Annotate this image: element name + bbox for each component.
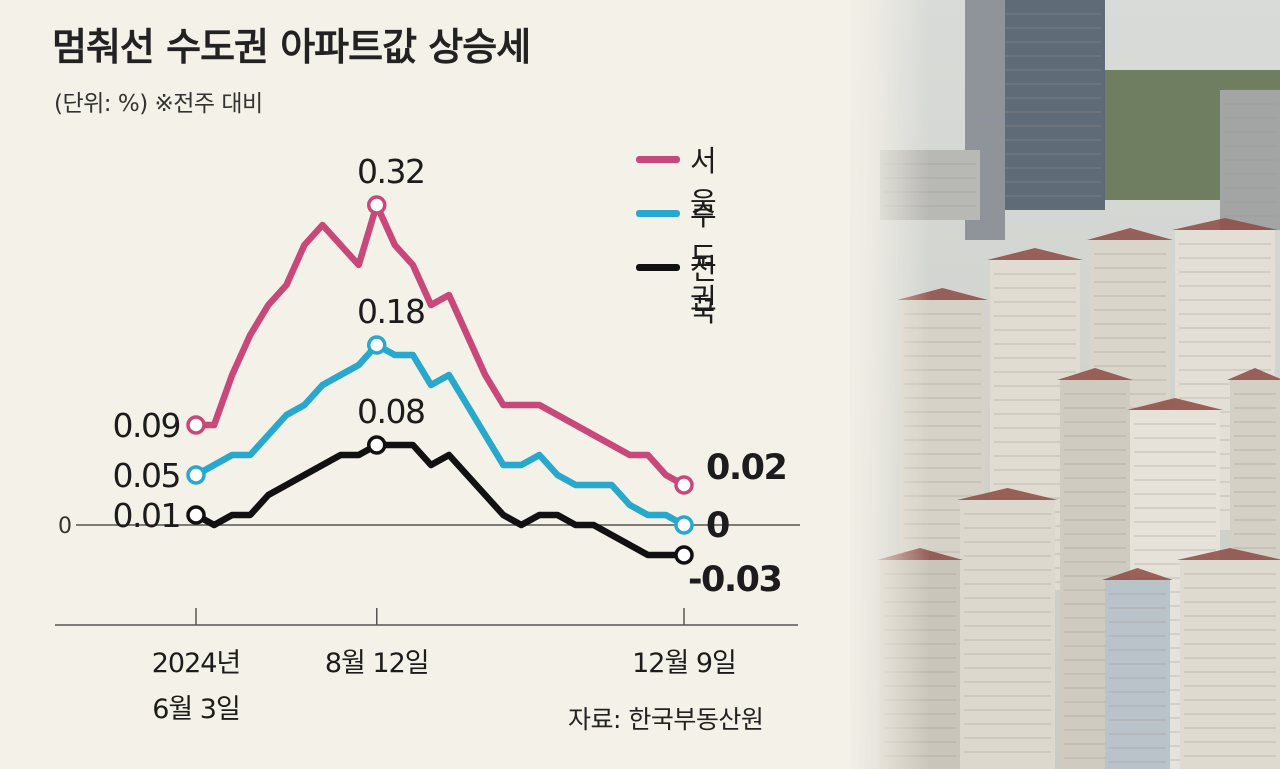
value-label-seoul: 0.32	[357, 152, 424, 191]
x-tick-label: 2024년	[152, 648, 241, 679]
value-label-seoul: 0.02	[706, 448, 786, 488]
series-line-seoul	[196, 205, 684, 485]
zero-label: 0	[58, 514, 72, 539]
line-chart: 0 2024년 6월 3일 8월 12일 12월 9일 0.09 0.050.01 0.32…	[0, 0, 1280, 769]
data-point-nation	[188, 507, 204, 523]
value-label-seoul: 0.09	[113, 406, 180, 445]
data-point-capital	[188, 467, 204, 483]
data-source: 자료: 한국부동산원	[568, 700, 763, 736]
x-tick-label-line2: 6월 3일	[152, 694, 240, 725]
data-point-nation	[369, 437, 385, 453]
x-tick-label: 8월 12일	[325, 648, 429, 679]
value-label-nation: -0.03	[688, 560, 781, 600]
data-point-capital	[369, 337, 385, 353]
legend-swatch-nation	[636, 264, 680, 271]
series-line-nation	[196, 445, 684, 555]
value-label-capital: 0	[706, 506, 729, 546]
value-label-nation: 0.08	[357, 392, 424, 431]
value-label-capital: 0.05	[113, 456, 180, 495]
data-point-seoul	[676, 477, 692, 493]
data-point-seoul	[188, 417, 204, 433]
legend-label-nation: 전국	[690, 246, 716, 330]
legend-swatch-seoul	[636, 156, 680, 163]
data-point-seoul	[369, 197, 385, 213]
value-label-nation: 0.01	[113, 496, 180, 535]
x-tick-label: 12월 9일	[632, 648, 736, 679]
value-label-capital: 0.18	[357, 292, 424, 331]
legend-swatch-capital	[636, 210, 680, 217]
data-point-capital	[676, 517, 692, 533]
